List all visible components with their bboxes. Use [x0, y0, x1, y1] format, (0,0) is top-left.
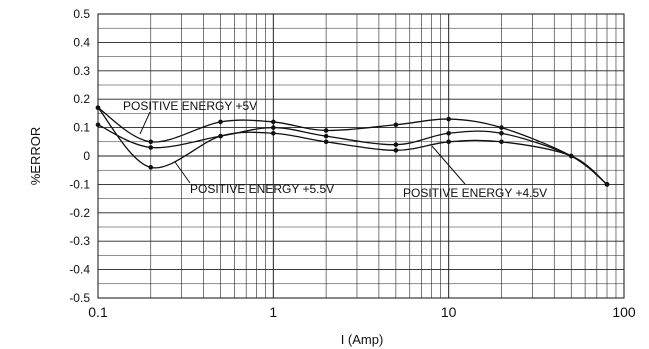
series-line [97, 107, 608, 185]
data-point [393, 142, 399, 147]
data-point [446, 130, 451, 136]
data-point [271, 130, 276, 136]
y-tick-label: 0.3 [73, 64, 90, 78]
x-tick-label: 1 [269, 304, 277, 320]
y-tick-label: -0.2 [69, 206, 90, 220]
x-tick-label: 0.1 [88, 304, 108, 320]
data-point [148, 145, 154, 150]
annotation-label: POSITIVE ENERGY +5.5V [190, 182, 334, 196]
y-tick-label: -0.3 [69, 234, 90, 248]
series-lines [95, 105, 610, 187]
grid [97, 13, 624, 299]
y-tick-label: 0.1 [73, 121, 90, 135]
series-line [97, 124, 608, 185]
y-tick-label: 0.4 [73, 35, 90, 49]
data-point [271, 119, 276, 125]
data-point [218, 133, 223, 139]
data-point [393, 148, 399, 153]
annotation-label: POSITIVE ENERGY +5V [123, 99, 257, 113]
data-point [271, 125, 276, 130]
y-tick-label: 0.2 [73, 92, 90, 106]
data-point [499, 130, 504, 136]
annotations: POSITIVE ENERGY +5V POSITIVE ENERGY +5.5… [123, 99, 547, 200]
x-tick-label: 10 [441, 304, 457, 320]
data-point [218, 119, 223, 125]
y-tick-label: 0.5 [73, 7, 90, 21]
data-point [446, 139, 451, 145]
y-tick-label: -0.4 [69, 263, 90, 277]
data-point [323, 128, 329, 133]
x-tick-labels: 0.1 1 10 100 [88, 304, 636, 320]
series-line [97, 107, 608, 185]
y-axis-label: %ERROR [28, 127, 43, 186]
x-axis-label: I (Amp) [341, 332, 384, 347]
data-point [148, 165, 154, 170]
annotation-label: POSITIVE ENERGY +4.5V [403, 186, 547, 200]
y-tick-label: -0.5 [69, 291, 90, 305]
y-tick-label: 0 [83, 149, 90, 163]
data-point [499, 139, 504, 145]
data-point [446, 116, 451, 122]
data-point [568, 153, 574, 159]
data-point [499, 125, 504, 130]
y-tick-label: -0.1 [69, 177, 90, 191]
data-point [323, 139, 329, 145]
x-tick-label: 100 [612, 304, 636, 320]
annotation-arrow [431, 145, 466, 185]
data-point [323, 133, 329, 139]
data-point [393, 122, 399, 128]
annotation-arrow [139, 111, 151, 135]
data-point [148, 139, 154, 145]
data-point [604, 182, 610, 187]
annotation-arrow [174, 161, 191, 184]
y-tick-labels: 0.5 0.4 0.3 0.2 0.1 0 -0.1 -0.2 -0.3 -0.4 -0.5 [69, 7, 90, 305]
plot-frame [97, 13, 625, 299]
